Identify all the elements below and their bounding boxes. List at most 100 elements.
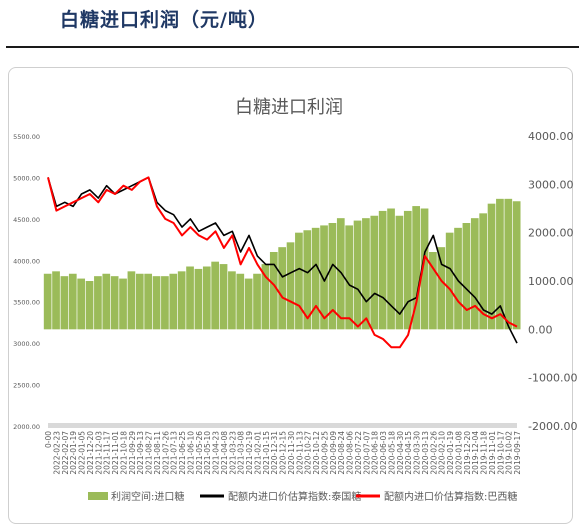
x-tick-label: 2022-02-07 (61, 431, 70, 475)
x-tick-label: 2020-04-30 (396, 431, 405, 475)
x-tick-label: 2020-02-26 (429, 431, 438, 475)
profit-bar (362, 218, 370, 330)
legend-label: 利润空间:进口糖 (111, 490, 184, 503)
x-tick-label: 2020-10-27 (304, 431, 313, 475)
x-tick-label: 2022-02-23 (52, 431, 61, 475)
x-tick-label: 2020-08-06 (346, 431, 355, 475)
x-tick-label: 2021-08-27 (145, 431, 154, 475)
profit-bar (496, 198, 504, 330)
x-tick-label: 2020-05-18 (387, 431, 396, 475)
profit-bar (454, 227, 462, 330)
x-tick-label: 2019-12-20 (463, 431, 472, 475)
profit-bar (395, 215, 404, 330)
chart-title: 白糖进口利润 (235, 97, 343, 118)
profit-bar (311, 227, 320, 330)
profit-bar (161, 276, 169, 330)
profit-bar (52, 271, 60, 330)
y-left-tick: 4500.00 (13, 216, 40, 224)
x-tick-label: 2021-03-08 (237, 431, 246, 475)
x-tick-label: 2021-01-15 (262, 431, 271, 475)
x-tick-label: 2020-01-19 (446, 431, 455, 475)
x-tick-label: 0-00 (44, 431, 53, 448)
y-left-tick: 3500.00 (13, 299, 40, 307)
profit-bar (169, 273, 178, 330)
x-tick-label: 2020-11-13 (295, 431, 304, 475)
x-tick-label: 2021-06-10 (186, 431, 195, 475)
x-tick-label: 2021-04-23 (212, 431, 221, 475)
profit-bar (328, 223, 337, 330)
y-left-tick: 2500.00 (13, 382, 40, 390)
x-tick-label: 2019-11-18 (480, 431, 489, 475)
profit-bar (94, 276, 102, 330)
x-tick-label: 2020-07-07 (362, 431, 371, 475)
y-left-tick: 5000.00 (13, 174, 40, 182)
profit-bar (420, 208, 429, 330)
profit-bar (135, 273, 144, 330)
profit-bar (378, 210, 387, 330)
y-left-tick: 2000.00 (13, 423, 40, 431)
profit-bar (43, 273, 52, 330)
y-right-tick: 0.00 (528, 323, 553, 336)
x-tick-label: 2022-01-19 (69, 431, 78, 475)
x-tick-label: 2021-07-26 (161, 431, 170, 475)
x-tick-label: 2020-03-30 (413, 431, 422, 475)
x-tick-label: 2021-11-17 (103, 431, 112, 475)
profit-bar (269, 252, 278, 330)
x-tick-label: 2021-05-26 (195, 431, 204, 475)
profit-bar (177, 271, 186, 330)
profit-bar (445, 232, 454, 330)
profit-bar (336, 218, 345, 330)
x-tick-label: 2021-04-08 (220, 431, 229, 475)
y-right-tick: 3000.00 (528, 178, 574, 191)
profit-bar (253, 273, 261, 330)
x-tick-label: 2021-06-25 (178, 431, 187, 475)
legend-label: 配额内进口价估算指数:巴西糖 (384, 490, 517, 503)
x-tick-label: 2019-10-17 (496, 431, 505, 475)
profit-bar (261, 264, 270, 330)
profit-bar (370, 215, 379, 330)
x-tick-label: 2020-07-22 (354, 431, 363, 475)
x-tick-label: 2021-02-01 (253, 431, 262, 475)
profit-bar (102, 273, 111, 330)
profit-bar (77, 278, 86, 330)
profit-bar (470, 218, 479, 330)
x-tick-label: 2021-02-19 (245, 431, 254, 475)
x-tick-label: 2021-09-29 (128, 431, 137, 475)
profit-bar (202, 266, 211, 330)
y-right-tick: -1000.00 (528, 372, 577, 385)
x-tick-label: 2020-09-25 (320, 431, 329, 475)
profit-bar (412, 206, 421, 330)
y-right-tick: 2000.00 (528, 227, 574, 240)
profit-bar (186, 266, 194, 330)
profit-bar (152, 276, 161, 330)
profit-bar (60, 276, 69, 330)
page-title: 白糖进口利润（元/吨） (60, 9, 268, 31)
x-tick-label: 2020-04-15 (404, 431, 413, 475)
profit-bar (228, 271, 236, 330)
x-tick-label: 2020-06-03 (379, 431, 388, 475)
profit-bar (236, 273, 245, 330)
profit-bar (110, 276, 119, 330)
x-tick-label: 2019-12-04 (471, 431, 480, 475)
profit-bar (295, 232, 303, 330)
x-tick-label: 2020-12-15 (279, 431, 288, 475)
x-tick-label: 2020-03-13 (421, 431, 430, 475)
x-tick-label: 2021-07-13 (170, 431, 179, 475)
profit-bar (286, 242, 295, 330)
x-tick-label: 2022-01-05 (78, 431, 87, 475)
profit-bar (504, 198, 513, 330)
x-tick-label: 2020-02-10 (438, 431, 447, 475)
x-tick-label: 2021-12-20 (86, 431, 95, 475)
profit-bar (144, 273, 153, 330)
profit-bar (278, 247, 287, 330)
y-right-tick: -2000.00 (528, 420, 577, 433)
x-tick-label: 2021-12-03 (94, 431, 103, 475)
y-left-tick: 3000.00 (13, 340, 40, 348)
legend-label: 配额内进口价估算指数:泰国糖 (228, 490, 361, 503)
profit-bar (119, 278, 127, 330)
title-divider (6, 46, 579, 48)
thai-sugar-price-line (47, 176, 518, 344)
profit-bar (244, 278, 253, 330)
profit-bar (85, 281, 94, 330)
